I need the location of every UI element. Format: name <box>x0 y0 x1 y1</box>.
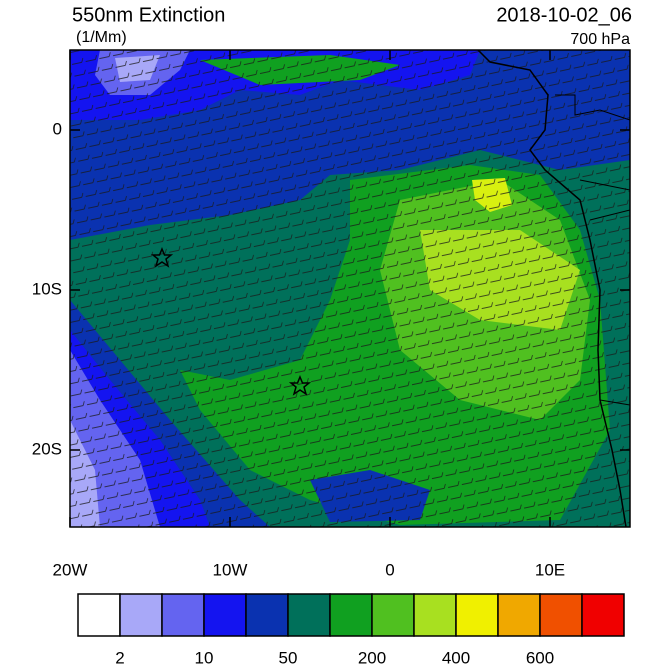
colorbar-box <box>455 593 499 637</box>
colorbar-box <box>371 593 415 637</box>
units: (1/Mm) <box>76 29 127 46</box>
colorbar-box <box>581 593 625 637</box>
colorbar-box <box>329 593 373 637</box>
star-marker <box>150 247 174 268</box>
border <box>555 94 630 406</box>
colorbar-label: 400 <box>442 648 470 667</box>
coastline <box>477 50 627 527</box>
lon-label: 20W <box>53 560 88 579</box>
wind-barbs <box>70 50 630 527</box>
lat-label: 20S <box>32 439 62 458</box>
colorbar-box <box>119 593 163 637</box>
colorbar-label: 2 <box>115 648 124 667</box>
colorbar-box <box>413 593 457 637</box>
star-marker <box>288 375 312 396</box>
map-field <box>70 50 630 527</box>
colorbar-box <box>203 593 247 637</box>
colorbar-label: 50 <box>279 648 298 667</box>
colorbar-box <box>497 593 541 637</box>
axis-labels: 0 10S 20S 20W 10W 0 10E <box>32 50 630 579</box>
colorbar-label: 200 <box>358 648 386 667</box>
lon-label: 0 <box>385 560 394 579</box>
colorbar-box <box>245 593 289 637</box>
colorbar-box <box>77 593 121 637</box>
map-frame <box>69 49 631 528</box>
colorbar: 2 10 50 200 400 600 <box>77 593 625 667</box>
title: 550nm Extinction <box>72 4 225 26</box>
colorbar-box <box>161 593 205 637</box>
colorbar-box <box>287 593 331 637</box>
lon-label: 10E <box>535 560 565 579</box>
lat-label: 10S <box>32 279 62 298</box>
lat-label: 0 <box>53 119 62 138</box>
colorbar-label: 10 <box>195 648 214 667</box>
colorbar-label: 600 <box>526 648 554 667</box>
time: 2018-10-02_06 <box>496 4 632 26</box>
lon-label: 10W <box>213 560 248 579</box>
level: 700 hPa <box>570 31 630 48</box>
colorbar-box <box>539 593 583 637</box>
